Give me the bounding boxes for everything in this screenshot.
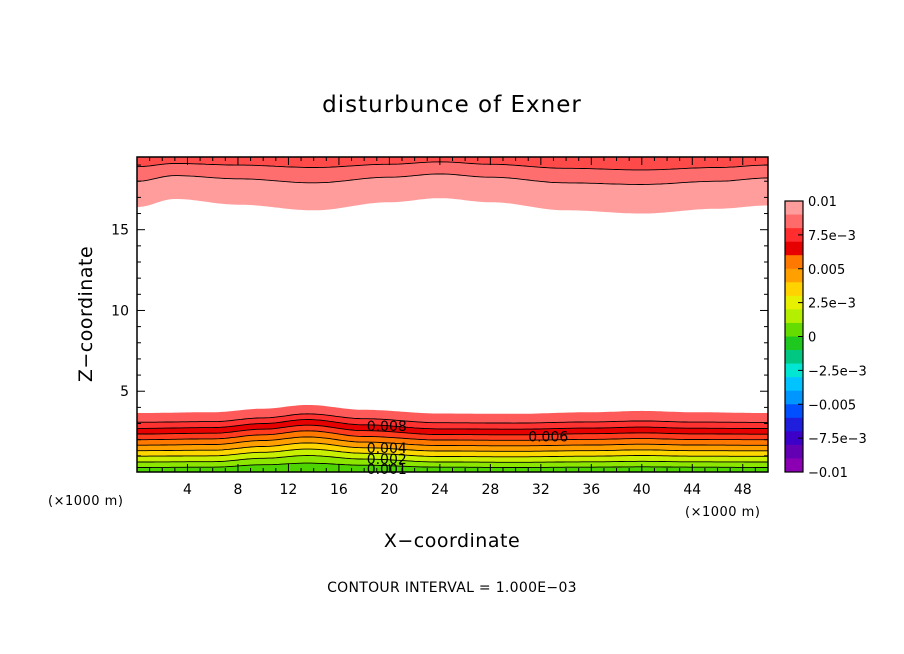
colorbar-label: 2.5e−3	[808, 297, 856, 312]
contour-band-lower-6	[137, 430, 768, 446]
y-tick-label: 5	[120, 384, 129, 400]
colorbar-swatch	[785, 309, 803, 324]
contour-band-lower-2	[137, 455, 768, 468]
x-tick-label: 48	[734, 482, 752, 498]
x-tick-label: 28	[481, 482, 499, 498]
contour-band-lower-7	[137, 425, 768, 441]
colorbar-label: −7.5e−3	[808, 432, 867, 447]
x-tick-label: 44	[683, 482, 701, 498]
contour-line-upper-2	[136, 173, 768, 185]
colorbar-label: 0.01	[808, 195, 837, 210]
x-axis-ticks: 4 8 12 16 20 24 28 32 36 40 44 48	[149, 157, 756, 498]
contour-label-3: 0.004	[367, 441, 407, 457]
chart-title: disturbunce of Exner	[322, 92, 582, 118]
colorbar-swatch	[785, 255, 803, 270]
colorbar-swatch	[785, 214, 803, 229]
contour-band-lower-4	[137, 442, 768, 457]
colorbar-swatch	[785, 363, 803, 378]
contour-interval-note: CONTOUR INTERVAL = 1.000E−03	[327, 580, 577, 596]
contour-label-5: 0.001	[367, 462, 407, 478]
x-tick-label: 16	[330, 482, 348, 498]
colorbar-swatch	[785, 417, 803, 432]
colorbar-label: 7.5e−3	[808, 229, 856, 244]
colorbar-swatch	[785, 377, 803, 391]
x-tick-label: 20	[380, 482, 398, 498]
contour-line-lower-1	[137, 462, 768, 468]
contour-band-lower-3	[137, 449, 768, 463]
contour-band-lower-9	[137, 413, 768, 430]
y-tick-label: 10	[111, 303, 129, 319]
colorbar-swatch	[785, 322, 803, 337]
contour-band-lower-10	[137, 405, 768, 424]
contour-line-lower-7	[137, 424, 768, 436]
contour-line-lower-2	[137, 455, 768, 463]
x-tick-label: 12	[280, 482, 298, 498]
colorbar-swatch	[785, 228, 803, 242]
colorbar-label: 0.005	[808, 263, 845, 278]
plot-area	[136, 157, 768, 472]
contour-line-lower-5	[137, 436, 768, 447]
x-tick-label: 40	[633, 482, 651, 498]
colorbar-swatch	[785, 350, 803, 364]
contour-label-2: 0.006	[528, 430, 568, 446]
colorbar-swatch	[785, 268, 803, 283]
y-axis-ticks: 5 10 15	[111, 164, 768, 457]
x-tick-label: 32	[532, 482, 550, 498]
colorbar-swatch	[785, 201, 803, 215]
colorbar-swatch	[785, 295, 803, 310]
colorbar: 0.01 7.5e−3 0.005 2.5e−3 0 −2.5e−3 −0.005 −7.5e…	[784, 195, 867, 481]
colorbar-label: 0	[808, 331, 816, 346]
contour-band-lower-8	[137, 419, 768, 435]
contour-line-lower-3	[137, 448, 768, 458]
colorbar-swatch	[785, 404, 803, 419]
colorbar-swatch	[785, 390, 803, 405]
colorbar-swatch	[785, 241, 803, 256]
colorbar-swatch	[785, 444, 803, 459]
x-axis-label: X−coordinate	[384, 530, 520, 552]
contour-line-lower-4	[137, 442, 768, 452]
colorbar-swatch	[785, 336, 803, 351]
contour-band-lower-5	[137, 436, 768, 452]
colorbar-label: −0.005	[808, 398, 856, 413]
contour-label-1: 0.008	[367, 419, 407, 435]
contour-label-4: 0.002	[367, 452, 407, 468]
colorbar-label: −2.5e−3	[808, 364, 867, 379]
colorbar-swatch	[785, 431, 803, 446]
colorbar-label: −0.01	[808, 466, 848, 481]
x-tick-label: 36	[582, 482, 600, 498]
contour-line-upper-3	[136, 161, 768, 171]
contour-line-lower-8	[137, 419, 768, 430]
y-axis-label: Z−coordinate	[75, 246, 97, 382]
x-tick-label: 24	[431, 482, 449, 498]
x-unit-right: (×1000 m)	[685, 505, 760, 520]
y-tick-label: 15	[111, 223, 129, 239]
contour-line-lower-6	[137, 430, 768, 441]
contour-line-lower-9	[137, 413, 768, 424]
x-tick-label: 8	[233, 482, 242, 498]
colorbar-swatch	[785, 458, 803, 473]
colorbar-swatch	[785, 282, 803, 297]
x-unit-left: (×1000 m)	[48, 494, 123, 509]
x-tick-label: 4	[183, 482, 192, 498]
